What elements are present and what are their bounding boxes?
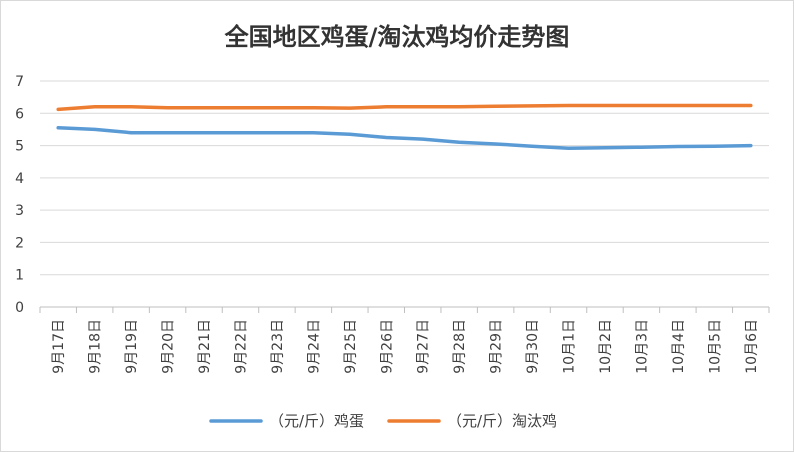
x-tick-label: 9月24日: [306, 319, 322, 374]
y-tick-label: 6: [15, 106, 24, 122]
y-tick-label: 7: [15, 74, 24, 90]
x-tick-label: 9月21日: [197, 319, 213, 374]
x-tick-label: 9月17日: [51, 319, 67, 374]
x-tick-label: 9月19日: [124, 319, 140, 374]
x-tick-label: 9月27日: [416, 319, 432, 374]
x-tick-label: 9月30日: [525, 319, 541, 374]
x-tick-label: 10月4日: [671, 319, 687, 374]
x-tick-label: 10月6日: [744, 319, 760, 374]
legend-label-0: （元/斤）鸡蛋: [269, 412, 364, 430]
x-tick-label: 9月25日: [343, 319, 359, 374]
x-tick-label: 10月2日: [598, 319, 614, 374]
grid-layer: [40, 80, 769, 276]
series-line-0: [56, 126, 753, 150]
x-tick-label: 9月18日: [88, 319, 104, 374]
y-tick-label: 0: [15, 300, 24, 316]
y-tick-label: 3: [15, 203, 24, 219]
x-tick-label: 9月28日: [452, 319, 468, 374]
chart-title: 全国地区鸡蛋/淘汰鸡均价走势图: [224, 23, 570, 51]
x-tick-label: 10月1日: [562, 319, 578, 374]
x-tick-label: 9月22日: [233, 319, 249, 374]
y-tick-label: 5: [15, 139, 24, 155]
x-tick-label: 10月5日: [707, 319, 723, 374]
series-layer: [56, 103, 753, 150]
x-tick-label: 10月3日: [634, 319, 650, 374]
x-tick-label: 9月26日: [379, 319, 395, 374]
axis-layer: 0 1 2 3 4 5 6 7 9月17日 9月18日 9月19日 9月20日 9月21日 9月22日 9月…: [15, 74, 770, 374]
legend-label-1: （元/斤）淘汰鸡: [447, 412, 557, 430]
x-tick-label: 9月29日: [489, 319, 505, 374]
legend: （元/斤）鸡蛋 （元/斤）淘汰鸡: [209, 412, 557, 430]
series-line-1: [56, 103, 753, 112]
x-tick-label: 9月20日: [161, 319, 177, 374]
y-tick-label: 1: [15, 268, 24, 284]
y-tick-label: 4: [15, 171, 24, 187]
y-tick-label: 2: [15, 235, 24, 251]
x-tick-label: 9月23日: [270, 319, 286, 374]
